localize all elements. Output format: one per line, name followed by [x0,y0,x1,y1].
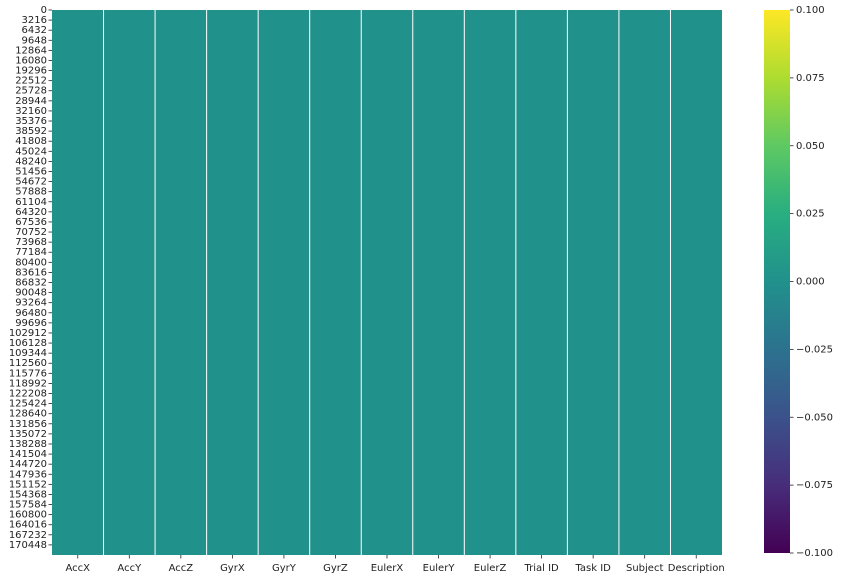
y-tick-label: 141504 [9,449,47,460]
x-tick-label: EulerY [423,563,456,574]
heatmap-column-eulerx [361,10,413,555]
x-tick-label: GyrX [220,563,245,574]
colorbar-tick-label: 0.100 [796,5,825,16]
y-tick-label: 22512 [15,76,47,87]
x-tick-label: Trial ID [523,563,559,574]
y-tick-label: 138288 [9,439,47,450]
y-tick-label: 25728 [15,86,47,97]
heatmap-column-eulerz [464,10,516,555]
heatmap-column-accy [103,10,156,555]
y-tick-label: 99696 [15,318,47,329]
heatmap-column-description [670,10,722,555]
colorbar-tick-label: −0.100 [796,548,833,559]
y-tick-label: 144720 [9,459,47,470]
y-tick-label: 57888 [15,187,47,198]
x-tick-label: EulerX [371,563,404,574]
y-tick-label: 0 [41,5,47,16]
y-axis: 0321664329648128641608019296225122572828… [9,5,52,551]
y-tick-label: 106128 [9,338,47,349]
y-tick-label: 54672 [15,177,47,188]
heatmap-column-gyrz [309,10,362,555]
y-tick-label: 147936 [9,469,47,480]
column-separators [103,10,671,555]
heatmap-column-gyrx [206,10,259,555]
x-tick-label: Task ID [574,563,611,574]
y-tick-label: 112560 [9,358,47,369]
x-tick-label: AccX [66,563,91,574]
heatmap-column-accz [155,10,207,555]
y-tick-label: 32160 [15,106,47,117]
colorbar: 0.100 0.075 0.050 0.025 0.000 −0.025 −0.050 −0.… [764,5,833,559]
colorbar-gradient [764,10,790,553]
y-tick-label: 115776 [9,368,47,379]
y-tick-label: 28944 [15,96,47,107]
y-tick-label: 118992 [9,378,47,389]
y-tick-label: 154368 [9,489,47,500]
y-tick-label: 83616 [15,267,47,278]
y-tick-label: 73968 [15,237,47,248]
colorbar-tick-label: 0.050 [796,141,825,152]
colorbar-tick-label: −0.050 [796,412,833,423]
y-tick-label: 35376 [15,116,47,127]
y-tick-label: 170448 [9,540,47,551]
heatmap-column-trial-id [515,10,568,555]
x-tick-label: GyrY [272,563,297,574]
y-tick-label: 9648 [22,35,47,46]
x-tick-label: GyrZ [323,563,348,574]
heatmap-cells [52,10,722,555]
y-tick-label: 90048 [15,288,47,299]
x-tick-label: Subject [626,563,663,574]
y-tick-label: 45024 [15,146,47,157]
y-tick-label: 157584 [9,500,47,511]
x-tick-label: Description [668,563,725,574]
y-tick-label: 6432 [22,25,47,36]
y-tick-label: 128640 [9,409,47,420]
y-tick-label: 151152 [9,479,47,490]
colorbar-tick-label: 0.025 [796,209,825,220]
y-tick-label: 3216 [22,15,47,26]
colorbar-tick-label: −0.025 [796,344,833,355]
y-tick-label: 19296 [15,66,47,77]
y-tick-label: 96480 [15,308,47,319]
y-tick-label: 61104 [15,197,47,208]
heatmap-column-eulery [412,10,465,555]
heatmap-column-task-id [567,10,619,555]
heatmap-column-accx [52,10,104,555]
y-tick-label: 48240 [15,156,47,167]
x-tick-label: AccZ [169,563,194,574]
heatmap-column-gyry [258,10,310,555]
y-tick-label: 125424 [9,399,47,410]
y-tick-label: 164016 [9,520,47,531]
colorbar-tick-label: 0.075 [796,73,825,84]
y-tick-label: 80400 [15,257,47,268]
y-tick-label: 41808 [15,136,47,147]
y-tick-label: 135072 [9,429,47,440]
y-tick-label: 12864 [15,45,47,56]
colorbar-tick-label: 0.000 [796,277,825,288]
y-tick-label: 102912 [9,328,47,339]
y-tick-label: 109344 [9,348,47,359]
y-tick-label: 38592 [15,126,47,137]
y-tick-label: 167232 [9,530,47,541]
y-tick-label: 64320 [15,207,47,218]
y-tick-label: 122208 [9,389,47,400]
heatmap-column-subject [618,10,671,555]
y-tick-label: 67536 [15,217,47,228]
y-tick-label: 51456 [15,166,47,177]
y-tick-label: 86832 [15,278,47,289]
y-tick-label: 131856 [9,419,47,430]
x-axis: AccX AccY AccZ GyrX GyrY GyrZ EulerX EulerY Eule… [66,555,725,574]
y-tick-label: 160800 [9,510,47,521]
x-tick-label: EulerZ [474,563,507,574]
y-tick-label: 16080 [15,55,47,66]
y-tick-label: 93264 [15,298,47,309]
x-tick-label: AccY [117,563,142,574]
y-tick-label: 70752 [15,227,47,238]
y-tick-label: 77184 [15,247,47,258]
colorbar-tick-label: −0.075 [796,480,833,491]
